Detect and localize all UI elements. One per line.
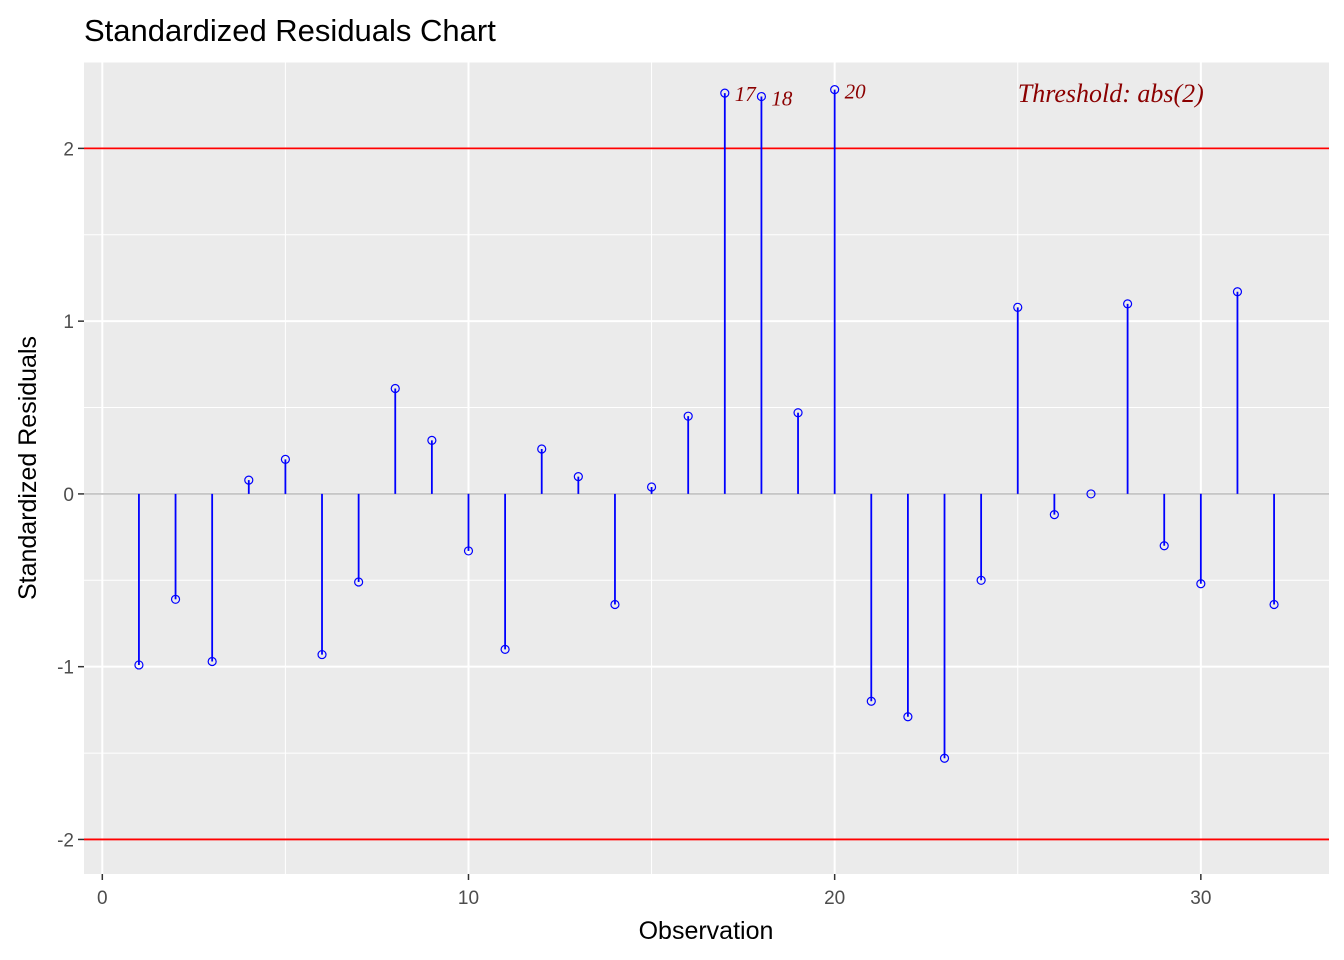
residual-point — [1196, 579, 1206, 589]
residual-point — [463, 546, 474, 556]
residual-point — [830, 85, 840, 95]
residual-point — [134, 660, 144, 670]
residual-point — [720, 88, 730, 98]
residual-stems — [138, 89, 1275, 759]
y-axis-ticks: -2 -1 0 1 2 — [57, 139, 84, 851]
residual-point — [317, 649, 327, 660]
x-tick-label: 10 — [458, 888, 479, 909]
x-axis-title: Observation — [639, 917, 774, 945]
x-tick-label: 20 — [824, 888, 845, 909]
residual-point — [1049, 510, 1059, 520]
residual-point — [1086, 489, 1096, 499]
residual-point — [976, 575, 986, 585]
residual-point — [354, 577, 364, 587]
residual-point — [573, 472, 583, 482]
residual-point — [537, 444, 547, 454]
residual-point — [207, 656, 217, 667]
y-tick-label: -2 — [57, 830, 74, 851]
plot-panel — [84, 62, 1329, 874]
residual-point — [683, 411, 693, 421]
y-axis-title: Standardized Residuals — [14, 336, 42, 600]
x-tick-label: 0 — [97, 888, 108, 909]
residual-point — [756, 91, 767, 102]
residual-point — [646, 482, 657, 492]
residual-point — [793, 408, 803, 418]
y-tick-label: 0 — [63, 485, 74, 506]
residual-point — [427, 435, 437, 445]
outlier-labels: 17 18 20 — [735, 80, 866, 111]
residual-point — [610, 599, 620, 610]
residual-point — [1232, 287, 1243, 297]
threshold-label: Threshold: abs(2) — [1018, 79, 1204, 108]
residual-point — [1123, 299, 1133, 309]
outlier-label: 18 — [771, 87, 793, 111]
outlier-label: 20 — [845, 80, 867, 104]
residual-point — [903, 712, 913, 722]
residual-point — [939, 753, 950, 763]
threshold-lines — [84, 147, 1329, 841]
y-tick-label: -1 — [57, 658, 74, 679]
x-axis-ticks: 0 10 20 30 — [97, 874, 1211, 909]
residual-point — [390, 383, 400, 394]
residual-points — [134, 85, 1279, 763]
residual-point — [1269, 599, 1279, 610]
y-tick-label: 2 — [63, 139, 74, 160]
residual-point — [280, 454, 290, 464]
residual-point — [1013, 302, 1023, 312]
y-tick-label: 1 — [63, 312, 74, 333]
residual-point — [170, 594, 181, 604]
residual-point — [1159, 541, 1169, 551]
residual-point — [866, 696, 876, 706]
grid-minor — [84, 61, 1329, 874]
chart-title: Standardized Residuals Chart — [84, 13, 496, 48]
x-tick-label: 30 — [1190, 888, 1211, 909]
outlier-label: 17 — [735, 82, 758, 106]
residual-point — [500, 644, 510, 655]
residual-point — [244, 475, 254, 485]
